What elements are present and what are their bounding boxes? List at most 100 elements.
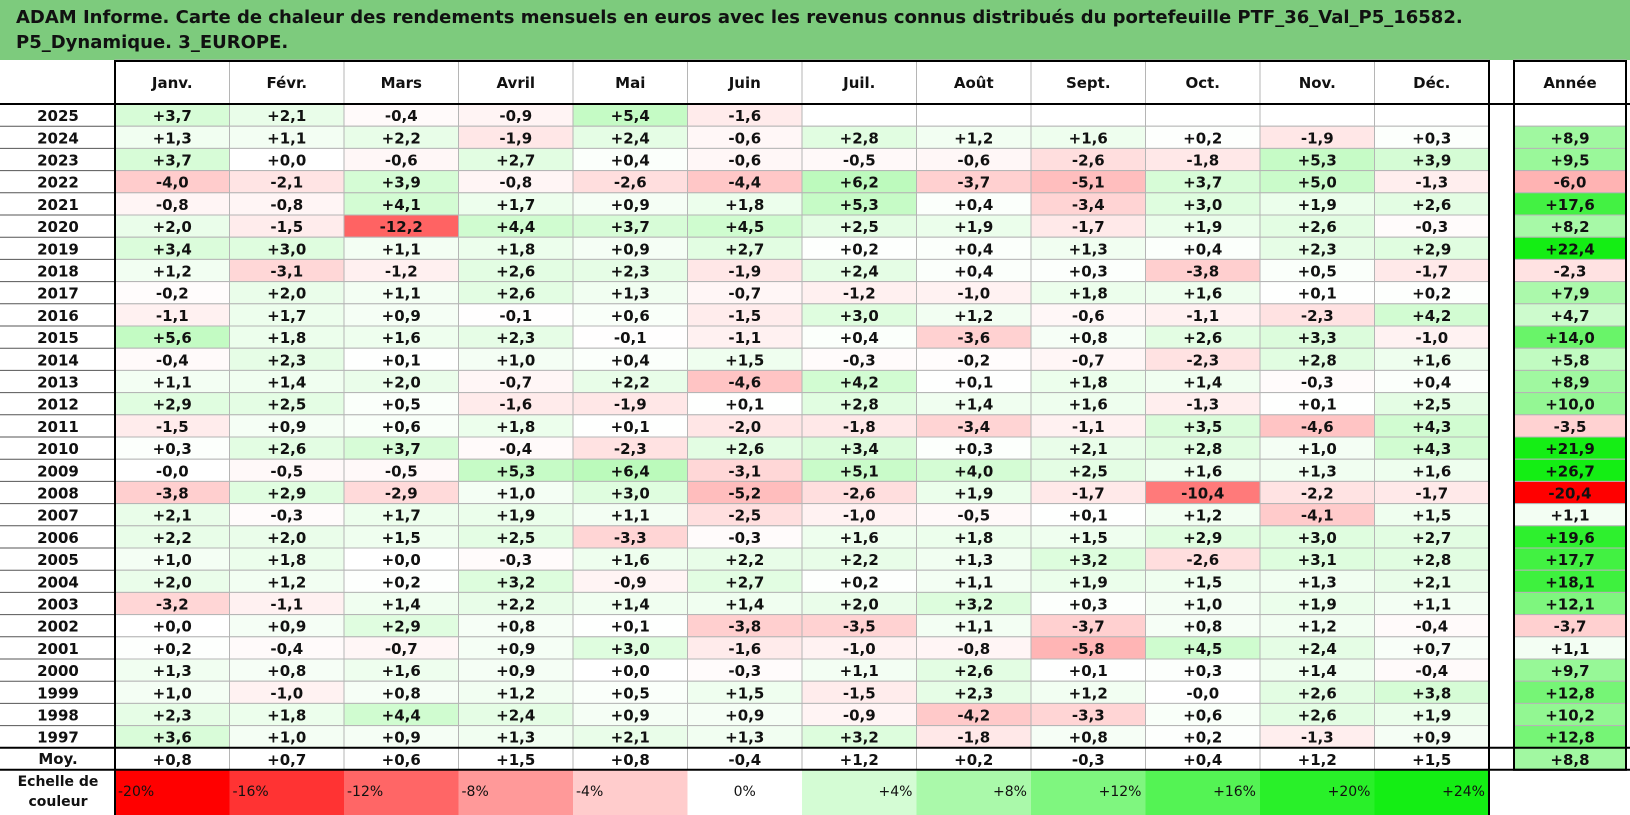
cell-value: +1,8 <box>267 707 306 725</box>
cell-value: -0,8 <box>499 174 532 192</box>
cell-value: +2,8 <box>1183 440 1222 458</box>
cell-value: +1,8 <box>1069 374 1108 392</box>
scale-swatch <box>1374 769 1489 815</box>
cell-value: +0,5 <box>611 684 650 702</box>
cell-value: +4,3 <box>1412 418 1451 436</box>
cell-value: +1,8 <box>496 240 535 258</box>
year-label-2006: 2006 <box>37 529 79 547</box>
heat-cell <box>916 103 1032 127</box>
year-label-2001: 2001 <box>37 640 79 658</box>
cell-value: -0,9 <box>843 707 876 725</box>
cell-value: -0,6 <box>957 152 990 170</box>
month-header-3: Avril <box>496 74 535 92</box>
annual-value: +10,0 <box>1545 396 1595 414</box>
cell-value: +0,4 <box>954 263 993 281</box>
cell-value: +0,4 <box>611 351 650 369</box>
average-value: -0,3 <box>1072 751 1105 769</box>
cell-value: +1,3 <box>153 662 192 680</box>
cell-value: -1,0 <box>1415 329 1448 347</box>
cell-value: +0,4 <box>840 329 879 347</box>
average-annual-value: +8,8 <box>1550 751 1589 769</box>
cell-value: +2,5 <box>1412 396 1451 414</box>
cell-value: +2,0 <box>382 374 421 392</box>
cell-value: -0,3 <box>1415 218 1448 236</box>
cell-value: -1,6 <box>728 107 761 125</box>
cell-value: +1,4 <box>611 596 650 614</box>
cell-value: +1,3 <box>153 129 192 147</box>
annual-value: +8,2 <box>1550 218 1589 236</box>
cell-value: +3,7 <box>1183 174 1222 192</box>
average-value: +0,2 <box>954 751 993 769</box>
annual-value: +12,8 <box>1545 729 1595 747</box>
cell-value: +0,2 <box>1183 729 1222 747</box>
cell-value: +0,3 <box>153 440 192 458</box>
average-value: +0,8 <box>153 751 192 769</box>
cell-value: +1,5 <box>1069 529 1108 547</box>
cell-value: -4,6 <box>728 374 761 392</box>
annual-value: -3,7 <box>1554 618 1587 636</box>
annual-value: +14,0 <box>1545 329 1595 347</box>
cell-value: +0,5 <box>1298 263 1337 281</box>
scale-swatch <box>1260 769 1375 815</box>
month-header-9: Oct. <box>1185 74 1220 92</box>
cell-value: +2,3 <box>954 684 993 702</box>
cell-value: -2,2 <box>1301 485 1334 503</box>
cell-value: +3,2 <box>954 596 993 614</box>
scale-swatch <box>1145 769 1260 815</box>
year-label-2010: 2010 <box>37 440 79 458</box>
cell-value: -0,6 <box>728 129 761 147</box>
year-label-2021: 2021 <box>37 196 79 214</box>
cell-value: +2,6 <box>496 285 535 303</box>
cell-value: -3,4 <box>957 418 990 436</box>
heat-cell <box>801 103 917 127</box>
cell-value: +2,1 <box>1412 573 1451 591</box>
cell-value: +4,2 <box>840 374 879 392</box>
grid-border <box>114 60 1490 815</box>
cell-value: +2,7 <box>496 152 535 170</box>
cell-value: +0,0 <box>267 152 306 170</box>
cell-value: -1,0 <box>270 684 303 702</box>
year-label-2009: 2009 <box>37 462 79 480</box>
cell-value: +3,1 <box>1298 551 1337 569</box>
cell-value: -1,1 <box>728 329 761 347</box>
cell-value: +1,6 <box>382 329 421 347</box>
annual-value: +8,9 <box>1550 129 1589 147</box>
scale-label-0: -20% <box>118 784 154 800</box>
month-header-6: Juil. <box>842 74 875 92</box>
cell-value: +2,9 <box>1412 240 1451 258</box>
cell-value: +1,8 <box>267 329 306 347</box>
annual-value: +26,7 <box>1545 462 1595 480</box>
cell-value: +1,6 <box>840 529 879 547</box>
cell-value: +2,3 <box>267 351 306 369</box>
cell-value: -0,4 <box>499 440 532 458</box>
month-header-1: Févr. <box>266 74 307 92</box>
cell-value: -3,4 <box>1072 196 1105 214</box>
cell-value: +0,5 <box>382 396 421 414</box>
cell-value: +2,9 <box>267 485 306 503</box>
cell-value: +4,3 <box>1412 440 1451 458</box>
cell-value: +1,9 <box>1069 573 1108 591</box>
scale-label-4: -4% <box>576 784 603 800</box>
annual-value: +1,1 <box>1550 640 1589 658</box>
cell-value: -12,2 <box>380 218 423 236</box>
cell-value: +1,6 <box>611 551 650 569</box>
annual-value: +1,1 <box>1550 507 1589 525</box>
cell-value: +3,6 <box>153 729 192 747</box>
cell-value: +6,2 <box>840 174 879 192</box>
average-value: +0,7 <box>267 751 306 769</box>
cell-value: +2,1 <box>153 507 192 525</box>
cell-value: -0,3 <box>499 551 532 569</box>
scale-swatch <box>573 769 688 815</box>
cell-value: -0,3 <box>843 351 876 369</box>
cell-value: -0,7 <box>728 285 761 303</box>
cell-value: +5,0 <box>1298 174 1337 192</box>
cell-value: +0,2 <box>382 573 421 591</box>
cell-value: +0,9 <box>267 618 306 636</box>
cell-value: +0,6 <box>382 418 421 436</box>
cell-value: -1,5 <box>728 307 761 325</box>
cell-value: +4,5 <box>1183 640 1222 658</box>
cell-value: +3,9 <box>1412 152 1451 170</box>
cell-value: +1,7 <box>496 196 535 214</box>
scale-swatch <box>344 769 459 815</box>
